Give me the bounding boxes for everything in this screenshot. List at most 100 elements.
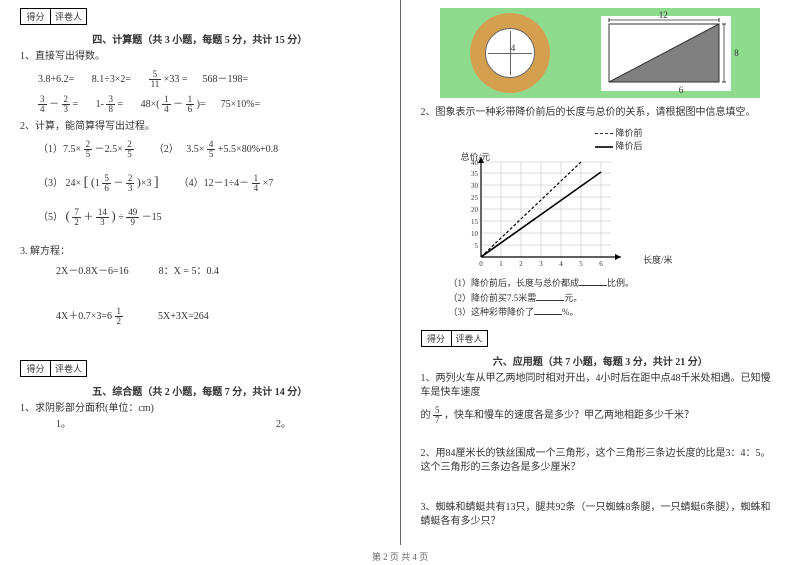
sub: 2。 <box>276 419 291 430</box>
sec6-q2: 2、用84厘米长的铁丝围成一个三角形，这个三角形三条边长度的比是3：4：5。这个… <box>421 447 781 475</box>
score-cell-grader: 评卷人 <box>51 361 86 376</box>
chart-legend: 降价前 降价后 <box>451 126 661 152</box>
q2-heading: 2、计算，能简算得写出过程。 <box>20 120 380 134</box>
sub: 1。 <box>56 419 71 430</box>
score-cell-points: 得分 <box>21 9 51 24</box>
fraction: 12 <box>115 307 124 326</box>
p5: （5） ( 72 ＋ 143 ) ÷ 499 －15 <box>38 207 380 227</box>
svg-text:30: 30 <box>471 182 479 190</box>
fraction: 499 <box>126 208 139 227</box>
score-cell-grader: 评卷人 <box>452 331 487 346</box>
svg-text:4: 4 <box>559 260 563 268</box>
chart-sub3: （3）这种彩带降价了%。 <box>449 305 781 320</box>
expr: －2.5× <box>95 144 123 155</box>
q1-heading: 1、直接写出得数。 <box>20 50 380 64</box>
right-q2: 2、图象表示一种彩带降价前后的长度与总价的关系，请根据图中信息填空。 <box>421 106 781 120</box>
sec5-subs: 1。 2。 <box>56 418 380 432</box>
blank <box>579 276 607 286</box>
legend-after: 降价后 <box>615 141 642 151</box>
expr: )= <box>197 99 206 110</box>
svg-text:6: 6 <box>599 260 603 268</box>
expr: ÷ <box>118 212 124 223</box>
chart-wrap: 降价前 降价后 总价/元 长度/米 <box>451 126 661 272</box>
fraction: 16 <box>186 95 195 114</box>
left-column: 得分 评卷人 四、计算题（共 3 小题，每题 5 分，共计 15 分） 1、直接… <box>0 0 401 545</box>
score-box: 得分 评卷人 <box>20 8 87 25</box>
q1-row1: 3.8+6.2= 8.1÷3×2= 511 ×33 = 568－198= <box>38 70 380 89</box>
section-6-title: 六、应用题（共 7 小题，每题 3 分，共计 21 分） <box>421 353 781 368</box>
expr: 75×10%= <box>221 99 261 110</box>
expr: ×33 = <box>164 74 188 85</box>
svg-text:10: 10 <box>471 230 479 238</box>
page: 得分 评卷人 四、计算题（共 3 小题，每题 5 分，共计 15 分） 1、直接… <box>0 0 800 545</box>
score-cell-points: 得分 <box>422 331 452 346</box>
fraction: 25 <box>125 140 134 159</box>
blank <box>534 305 562 315</box>
p3-p4: （3） 24× [ (1 56 － 23 )×3 ] （4）12－1÷4－ 14… <box>38 173 380 193</box>
fraction: 143 <box>96 208 109 227</box>
svg-text:35: 35 <box>471 170 479 178</box>
sec6-q1a: 1、两列火车从甲乙两地同时相对开出，4小时后在距中点48千米处相遇。已知慢车是快… <box>421 372 781 400</box>
sec5-q1: 1、求阴影部分面积(单位：cm) <box>20 402 380 416</box>
dim-top: 12 <box>659 10 668 20</box>
fraction: 14 <box>252 174 261 193</box>
expr: （2） <box>154 144 179 155</box>
fraction: 72 <box>72 208 81 227</box>
svg-text:25: 25 <box>471 194 479 202</box>
section-4-title: 四、计算题（共 3 小题，每题 5 分，共计 15 分） <box>20 31 380 46</box>
svg-text:5: 5 <box>474 242 478 250</box>
page-footer: 第 2 页 共 4 页 <box>0 550 800 563</box>
expr: －15 <box>142 212 162 223</box>
chart-sub1: （1）降价前后，长度与总价都成比例。 <box>449 276 781 291</box>
svg-text:20: 20 <box>471 206 479 214</box>
eq: 4X＋0.7×3=6 <box>56 311 112 322</box>
expr: = <box>117 99 123 110</box>
dim-bottom: 6 <box>679 85 684 95</box>
ylabel: 总价/元 <box>461 150 491 163</box>
fraction: 511 <box>149 70 162 89</box>
p1-p2: （1）7.5× 25 －2.5× 25 （2） 3.5× 45 +5.5×80%… <box>38 140 380 159</box>
section-5-title: 五、综合题（共 2 小题，每题 7 分，共计 14 分） <box>20 383 380 398</box>
expr: ×7 <box>263 178 274 189</box>
expr: （3） <box>38 178 63 189</box>
expr: +5.5×80%+0.8 <box>218 144 278 155</box>
eq: 5X+3X=264 <box>158 311 209 322</box>
right-column: 4 12 8 6 2、图象表示一种彩带降价前后的长度与总价的 <box>401 0 800 545</box>
svg-text:2: 2 <box>519 260 523 268</box>
expr: （1）7.5× <box>38 144 81 155</box>
expr: 1- <box>96 99 104 110</box>
expr: 568－198= <box>203 74 249 85</box>
expr: （5） <box>38 212 63 223</box>
expr: 24× <box>66 178 82 189</box>
mix: 1 <box>95 178 100 189</box>
fraction: 56 <box>102 174 111 193</box>
svg-text:1: 1 <box>499 260 503 268</box>
svg-text:3: 3 <box>539 260 543 268</box>
fraction: 25 <box>84 140 93 159</box>
expr: 8.1÷3×2= <box>92 74 131 85</box>
rect-figure: 12 8 6 <box>601 16 731 91</box>
expr: 3.8+6.2= <box>38 74 74 85</box>
diagram-area: 4 12 8 6 <box>440 8 760 98</box>
eq: 8：X = 5：0.4 <box>159 266 219 277</box>
svg-text:15: 15 <box>471 218 479 226</box>
legend-before: 降价前 <box>615 128 642 138</box>
expr: 48×( <box>141 99 160 110</box>
score-cell-points: 得分 <box>21 361 51 376</box>
fraction: 14 <box>162 95 171 114</box>
score-box: 得分 评卷人 <box>20 360 87 377</box>
circle-figure: 4 <box>470 13 550 93</box>
eq-row1: 2X－0.8X－6=16 8：X = 5：0.4 <box>56 265 380 279</box>
fraction: 38 <box>106 95 115 114</box>
q3-heading: 3. 解方程： <box>20 245 380 259</box>
fraction: 45 <box>207 140 216 159</box>
blank <box>536 291 564 301</box>
chart-svg: 51015 202530 3540 012 345 6 <box>451 152 641 272</box>
eq-row2: 4X＋0.7×3=6 12 5X+3X=264 <box>56 307 380 326</box>
section-6-block: 得分 评卷人 六、应用题（共 7 小题，每题 3 分，共计 21 分） 1、两列… <box>421 330 781 529</box>
fraction: 57 <box>433 406 442 425</box>
rect-svg <box>601 16 731 91</box>
chart-sub2: （2）降价前买7.5米需元。 <box>449 291 781 306</box>
fraction: 23 <box>126 174 135 193</box>
fraction: 23 <box>62 95 71 114</box>
